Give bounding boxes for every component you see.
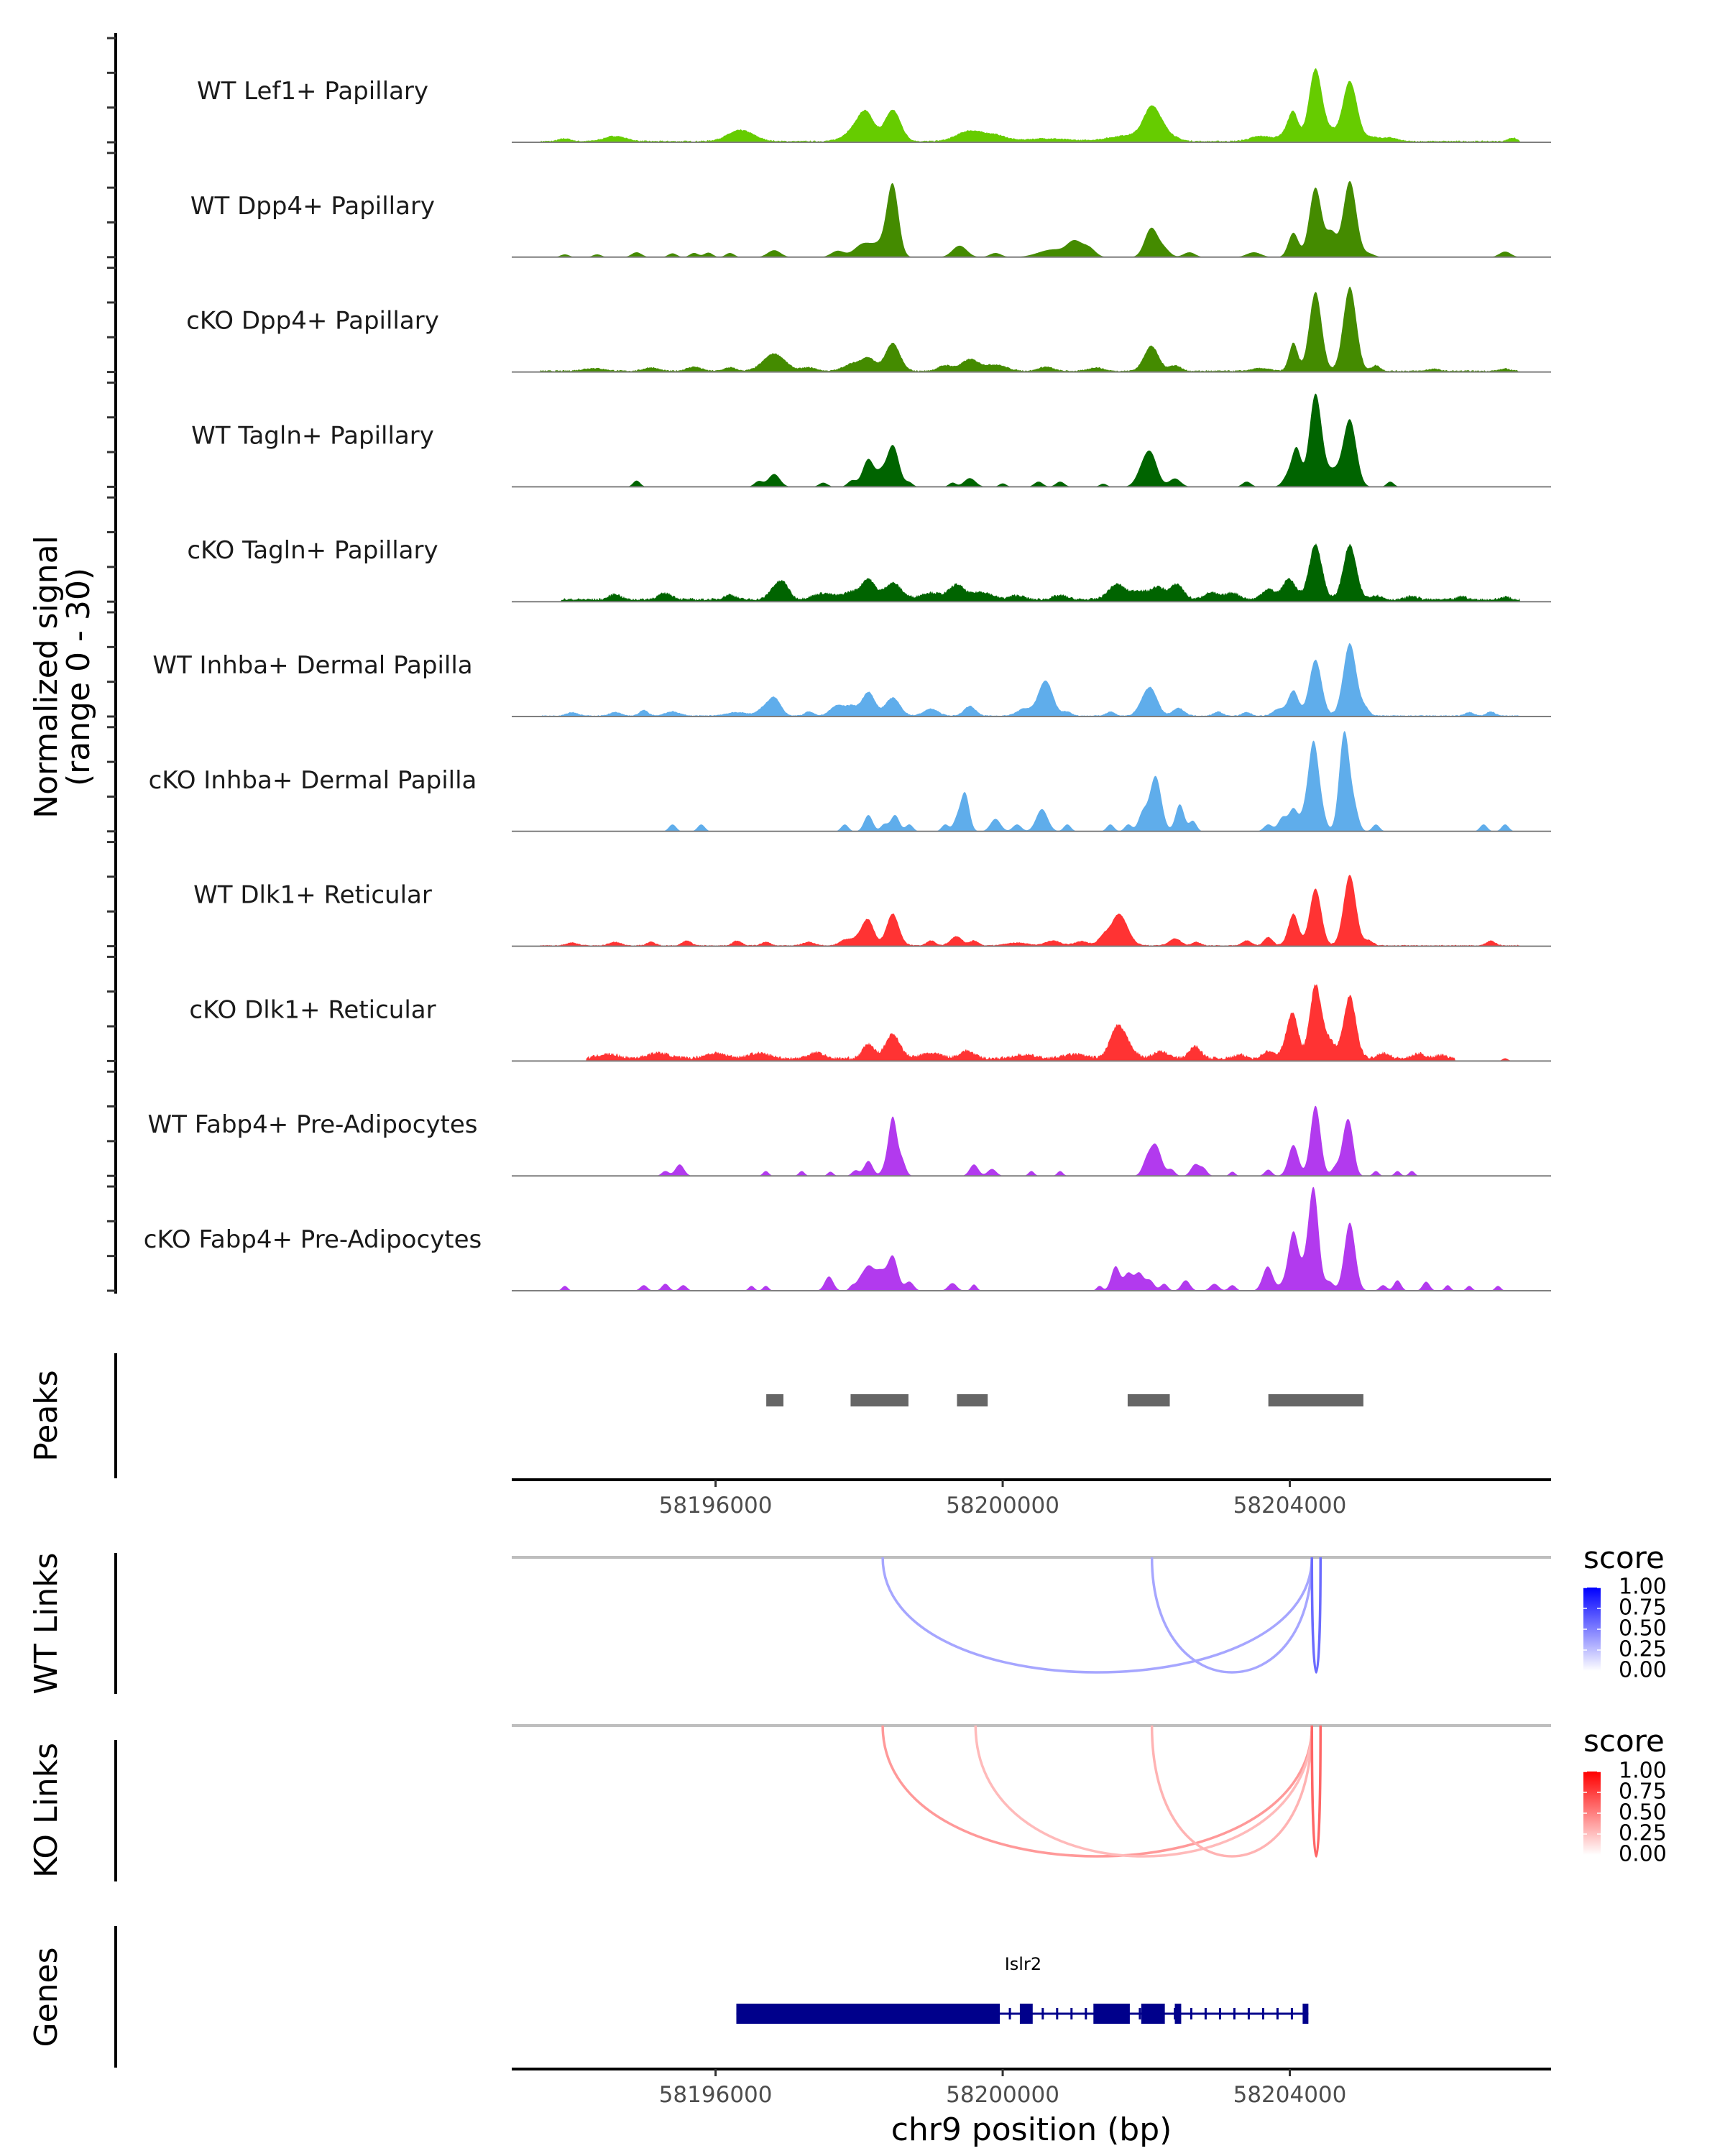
link-arc	[974, 1725, 1314, 1858]
x-axis-tick-label: 58204000	[1233, 1493, 1347, 1519]
coverage-area	[512, 180, 1551, 257]
track-label: WT Dlk1+ Reticular	[193, 881, 432, 910]
gene-exon	[1141, 2004, 1165, 2024]
coverage-area	[512, 875, 1551, 946]
coverage-area	[512, 68, 1551, 142]
gene-label: Islr2	[1005, 1954, 1041, 1974]
ko-legend-ticks: 1.000.750.500.250.00	[1583, 1759, 1667, 1867]
track-label: cKO Tagln+ Papillary	[187, 536, 438, 565]
legend-tick-label: 0.50	[1619, 1616, 1667, 1641]
genes-panel-label: Genes	[28, 1947, 65, 2047]
coverage-track: WT Dpp4+ Papillary	[107, 152, 1551, 259]
genes-panel: Genes Islr2	[28, 1926, 1309, 2068]
gene-exon	[736, 2004, 1000, 2024]
link-arc	[881, 1557, 1314, 1674]
x-axis-tick-label: 58200000	[946, 1493, 1059, 1519]
peak-region	[1127, 1394, 1170, 1406]
links-panels: WT Links KO Links	[28, 1552, 1551, 1881]
peak-region	[957, 1394, 988, 1406]
coverage-track: cKO Fabp4+ Pre-Adipocytes	[107, 1185, 1551, 1292]
coverage-track: WT Dlk1+ Reticular	[107, 841, 1551, 948]
legend-tick-label: 0.00	[1619, 1658, 1667, 1683]
link-arc	[1150, 1725, 1314, 1858]
coverage-area	[512, 1187, 1551, 1291]
legend-tick-label: 1.00	[1619, 1759, 1667, 1784]
ko-legend-title: score	[1583, 1723, 1665, 1759]
wt-legend-title: score	[1583, 1540, 1665, 1575]
coverage-area	[512, 643, 1551, 717]
coverage-tracks: WT Lef1+ Papillary WT Dpp4+ Papillary cKO …	[107, 33, 1551, 1294]
peaks-panel: Peaks	[28, 1353, 1363, 1478]
legend-tick-label: 0.50	[1619, 1800, 1667, 1825]
wt-links-legend: score 1.000.750.500.250.00	[1583, 1540, 1667, 1683]
x-axis-middle: 58196000 58200000 58204000	[512, 1478, 1551, 1519]
legend-tick-label: 0.75	[1619, 1595, 1667, 1621]
coverage-area	[512, 984, 1551, 1061]
x-axis-bottom: chr9 position (bp) 58196000 58200000 58204…	[512, 2068, 1551, 2148]
x-axis-title: chr9 position (bp)	[891, 2111, 1172, 2148]
track-label: cKO Dlk1+ Reticular	[189, 995, 436, 1024]
track-label: WT Lef1+ Papillary	[197, 77, 428, 106]
coverage-area	[512, 393, 1551, 487]
coverage-area	[512, 286, 1551, 372]
link-arc	[881, 1725, 1314, 1858]
legend-tick-label: 0.00	[1619, 1842, 1667, 1867]
track-label: WT Fabp4+ Pre-Adipocytes	[148, 1110, 478, 1139]
gene-exon	[1093, 2004, 1130, 2024]
track-label: WT Inhba+ Dermal Papilla	[152, 651, 472, 680]
track-label: cKO Fabp4+ Pre-Adipocytes	[144, 1225, 482, 1254]
wt-legend-ticks: 1.000.750.500.250.00	[1583, 1575, 1667, 1683]
gene-exon	[1174, 2004, 1182, 2024]
coverage-track: WT Tagln+ Papillary	[107, 381, 1551, 488]
coverage-track: cKO Inhba+ Dermal Papilla	[107, 726, 1551, 833]
coverage-area	[512, 731, 1551, 831]
coverage-track: cKO Tagln+ Papillary	[107, 496, 1551, 603]
ko-links-label: KO Links	[28, 1743, 65, 1878]
y-axis-title-main: Normalized signal	[28, 535, 65, 819]
gene-model: Islr2	[736, 1954, 1309, 2024]
track-label: cKO Inhba+ Dermal Papilla	[149, 766, 477, 795]
coverage-track: WT Fabp4+ Pre-Adipocytes	[107, 1070, 1551, 1177]
coverage-track: WT Inhba+ Dermal Papilla	[107, 611, 1551, 718]
coverage-area	[512, 1105, 1551, 1176]
track-label: cKO Dpp4+ Papillary	[186, 307, 439, 336]
peak-region	[850, 1394, 908, 1406]
coverage-area	[512, 543, 1551, 602]
link-arc	[1310, 1557, 1322, 1674]
coverage-track: cKO Dpp4+ Papillary	[107, 267, 1551, 374]
legend-tick-label: 0.75	[1619, 1779, 1667, 1805]
track-label: WT Tagln+ Papillary	[191, 421, 434, 450]
link-arc	[1150, 1557, 1314, 1674]
y-axis-title: Normalized signal (range 0 - 30)	[28, 535, 97, 819]
x-axis-tick-label: 58200000	[946, 2082, 1059, 2108]
track-label: WT Dpp4+ Papillary	[190, 192, 435, 221]
peak-region	[1268, 1394, 1363, 1406]
coverage-track: cKO Dlk1+ Reticular	[107, 955, 1551, 1062]
gene-exon	[1019, 2004, 1033, 2024]
y-axis-title-sub: (range 0 - 30)	[60, 568, 97, 786]
ko-links-legend: score 1.000.750.500.250.00	[1583, 1723, 1667, 1867]
peaks-panel-label: Peaks	[28, 1370, 65, 1461]
legend-tick-label: 0.25	[1619, 1821, 1667, 1846]
legend-tick-label: 0.25	[1619, 1637, 1667, 1662]
x-axis-tick-label: 58196000	[659, 1493, 773, 1519]
legend-tick-label: 1.00	[1619, 1575, 1667, 1600]
gene-exon	[1302, 2004, 1309, 2024]
peak-region	[766, 1394, 783, 1406]
wt-links-label: WT Links	[28, 1552, 65, 1694]
x-axis-tick-label: 58204000	[1233, 2082, 1347, 2108]
link-arc	[1310, 1725, 1322, 1858]
x-axis-tick-label: 58196000	[659, 2082, 773, 2108]
coverage-track: WT Lef1+ Papillary	[107, 37, 1551, 144]
